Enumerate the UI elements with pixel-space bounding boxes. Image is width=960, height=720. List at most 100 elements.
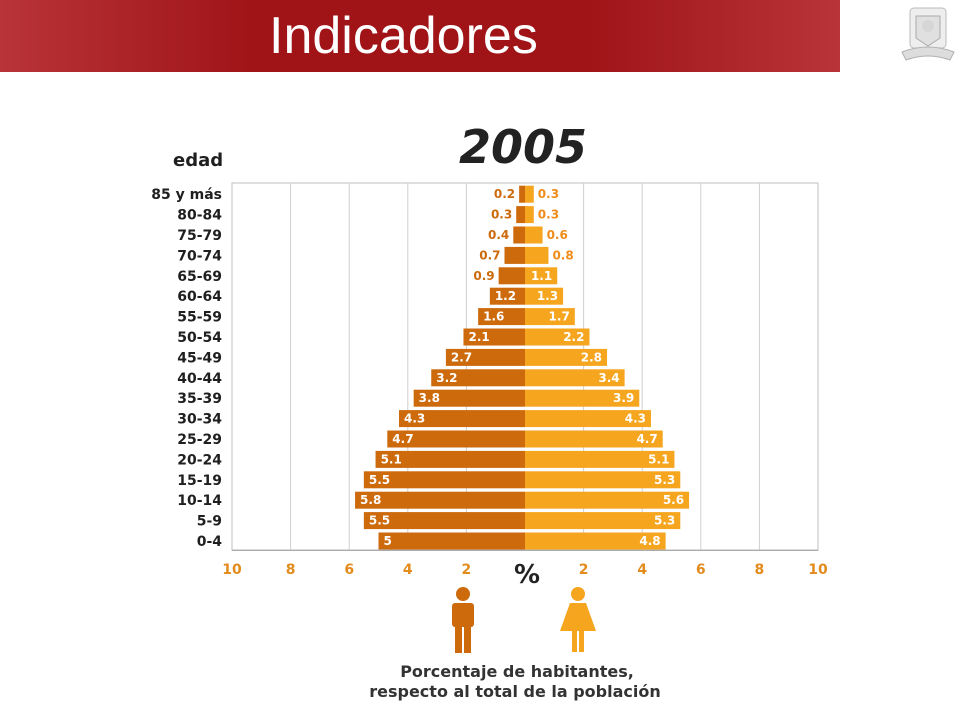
male-value-label: 0.3 bbox=[491, 208, 512, 222]
header-bar bbox=[0, 0, 840, 72]
x-tick-label: 8 bbox=[755, 562, 765, 578]
male-bar bbox=[504, 246, 525, 264]
female-value-label: 4.7 bbox=[636, 432, 657, 446]
male-value-label: 4.7 bbox=[392, 432, 413, 446]
female-value-label: 2.2 bbox=[563, 330, 584, 344]
male-value-label: 5.5 bbox=[369, 473, 390, 487]
male-value-label: 5.1 bbox=[381, 452, 402, 466]
female-bar bbox=[525, 206, 534, 224]
age-group-label: 25-29 bbox=[177, 432, 222, 448]
caption-line-2: respecto al total de la población bbox=[369, 682, 661, 701]
age-group-label: 0-4 bbox=[197, 534, 223, 550]
male-value-label: 0.7 bbox=[479, 248, 500, 262]
male-value-label: 5 bbox=[384, 534, 392, 548]
female-bar bbox=[525, 532, 666, 550]
male-bar bbox=[489, 287, 525, 305]
institution-logo-icon bbox=[901, 7, 955, 61]
male-value-label: 1.6 bbox=[483, 310, 504, 324]
male-icon bbox=[452, 587, 474, 653]
x-tick-label: 2 bbox=[462, 562, 472, 578]
female-bar bbox=[525, 471, 681, 489]
male-value-label: 2.7 bbox=[451, 350, 472, 364]
female-icon bbox=[560, 587, 596, 652]
male-value-label: 0.4 bbox=[488, 228, 509, 242]
age-group-label: 40-44 bbox=[177, 371, 222, 387]
y-axis-label: edad bbox=[173, 150, 223, 171]
x-tick-label: 6 bbox=[696, 562, 706, 578]
x-tick-label: 8 bbox=[286, 562, 296, 578]
female-value-label: 2.8 bbox=[581, 350, 602, 364]
female-bar bbox=[525, 389, 640, 407]
age-group-label: 65-69 bbox=[177, 269, 222, 285]
female-bar bbox=[525, 308, 575, 326]
x-tick-label: 10 bbox=[222, 562, 242, 578]
male-bar bbox=[363, 471, 525, 489]
male-bar bbox=[375, 450, 525, 468]
female-value-label: 5.6 bbox=[663, 493, 684, 507]
female-bar bbox=[525, 491, 690, 509]
age-group-label: 50-54 bbox=[177, 330, 222, 346]
male-value-label: 4.3 bbox=[404, 412, 425, 426]
female-bar bbox=[525, 348, 608, 366]
female-bar bbox=[525, 185, 534, 203]
female-bar bbox=[525, 512, 681, 530]
age-group-label: 20-24 bbox=[177, 452, 222, 468]
female-value-label: 3.4 bbox=[598, 371, 619, 385]
female-value-label: 5.3 bbox=[654, 514, 675, 528]
female-value-label: 4.3 bbox=[625, 412, 646, 426]
female-bar bbox=[525, 450, 675, 468]
female-bar bbox=[525, 410, 651, 428]
male-bar bbox=[519, 185, 525, 203]
age-group-label: 15-19 bbox=[177, 473, 222, 489]
age-group-label: 70-74 bbox=[177, 248, 222, 264]
x-tick-label: 10 bbox=[808, 562, 828, 578]
female-value-label: 0.3 bbox=[538, 187, 559, 201]
male-bar bbox=[399, 410, 525, 428]
male-value-label: 1.2 bbox=[495, 289, 516, 303]
female-bar bbox=[525, 369, 625, 387]
female-value-label: 1.1 bbox=[531, 269, 552, 283]
x-tick-label: 4 bbox=[637, 562, 647, 578]
male-bar bbox=[363, 512, 525, 530]
female-value-label: 3.9 bbox=[613, 391, 634, 405]
female-value-label: 5.3 bbox=[654, 473, 675, 487]
female-value-label: 1.3 bbox=[537, 289, 558, 303]
male-bar bbox=[387, 430, 525, 448]
male-bar bbox=[431, 369, 525, 387]
male-value-label: 0.9 bbox=[473, 269, 494, 283]
female-bar bbox=[525, 430, 663, 448]
x-axis-label: % bbox=[514, 560, 540, 590]
male-bar bbox=[378, 532, 525, 550]
male-bar bbox=[516, 206, 525, 224]
age-group-label: 35-39 bbox=[177, 391, 222, 407]
page-title: Indicadores bbox=[269, 7, 538, 65]
male-value-label: 2.1 bbox=[468, 330, 489, 344]
male-bar bbox=[463, 328, 525, 346]
male-bar bbox=[355, 491, 525, 509]
male-value-label: 3.8 bbox=[419, 391, 440, 405]
male-bar bbox=[498, 267, 525, 285]
age-group-label: 5-9 bbox=[197, 514, 222, 530]
female-bar bbox=[525, 328, 590, 346]
male-bar bbox=[445, 348, 525, 366]
age-group-label: 85 y más bbox=[151, 187, 222, 203]
female-value-label: 0.3 bbox=[538, 208, 559, 222]
female-value-label: 0.6 bbox=[547, 228, 568, 242]
male-value-label: 0.2 bbox=[494, 187, 515, 201]
age-group-label: 55-59 bbox=[177, 310, 222, 326]
x-tick-label: 4 bbox=[403, 562, 413, 578]
age-group-label: 10-14 bbox=[177, 493, 222, 509]
male-value-label: 5.5 bbox=[369, 514, 390, 528]
female-value-label: 1.7 bbox=[549, 310, 570, 324]
female-bar bbox=[525, 287, 564, 305]
age-group-label: 45-49 bbox=[177, 350, 222, 366]
female-value-label: 0.8 bbox=[552, 248, 573, 262]
age-group-label: 30-34 bbox=[177, 412, 222, 428]
age-group-label: 80-84 bbox=[177, 208, 222, 224]
female-value-label: 4.8 bbox=[639, 534, 660, 548]
female-bar bbox=[525, 267, 558, 285]
male-bar bbox=[478, 308, 525, 326]
female-value-label: 5.1 bbox=[648, 452, 669, 466]
caption-line-1: Porcentaje de habitantes, bbox=[400, 662, 634, 681]
